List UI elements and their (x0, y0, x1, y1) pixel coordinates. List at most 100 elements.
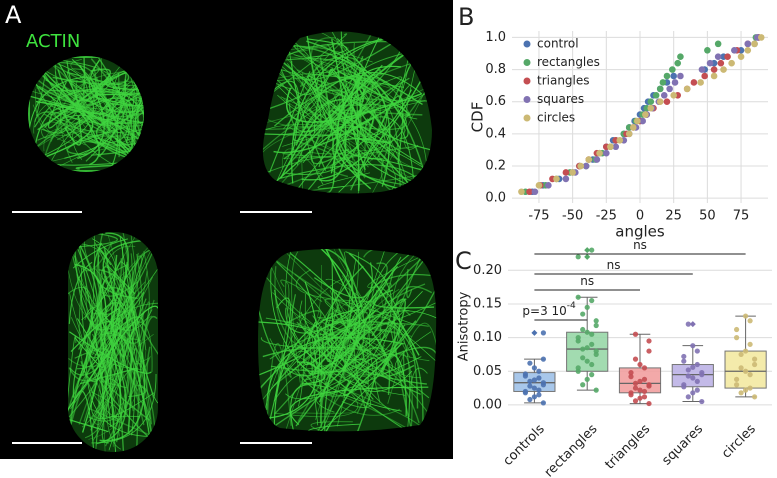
swarm-point (734, 376, 740, 382)
actin-fibre (266, 298, 373, 395)
swarm-point (637, 361, 643, 368)
swarm-point (531, 385, 538, 391)
actin-fibre (330, 106, 360, 191)
swarm-point (527, 360, 533, 366)
data-point (596, 149, 603, 157)
actin-fibre (290, 384, 328, 432)
actin-fibre (280, 113, 322, 179)
actin-fibre (100, 232, 131, 359)
actin-fibre (72, 82, 144, 160)
data-point (639, 117, 646, 125)
data-point (582, 162, 590, 170)
swarm-point (743, 348, 749, 354)
actin-fibre (335, 290, 430, 362)
swarm-point (522, 388, 529, 395)
swarm-point (593, 318, 599, 324)
actin-fibre (56, 117, 86, 146)
y-tick-label: 1.0 (485, 30, 506, 45)
swarm-point (540, 356, 547, 362)
annotation: ns (580, 274, 594, 288)
swarm-point (694, 387, 700, 393)
actin-fibre (286, 253, 373, 330)
x-tick-label: 75 (733, 209, 750, 224)
swarm-point (628, 370, 634, 376)
actin-fibre (89, 128, 144, 167)
actin-fibre (399, 60, 409, 100)
swarm-point (685, 394, 691, 400)
actin-fibre (68, 270, 153, 330)
actin-fibre (381, 298, 406, 353)
actin-fibre (69, 293, 104, 402)
actin-fibre (300, 311, 413, 392)
data-point (585, 156, 593, 163)
swarm-point (646, 338, 652, 344)
actin-fibre (310, 77, 360, 165)
swarm-point (641, 388, 648, 395)
data-point (577, 162, 585, 170)
actin-fibre (274, 266, 343, 357)
actin-fibre (282, 133, 404, 188)
swarm-point (646, 400, 652, 407)
actin-fibre (310, 98, 369, 168)
annotation: ns (633, 238, 647, 252)
actin-fibre (329, 289, 386, 358)
actin-fibre (101, 380, 127, 389)
actin-cells (28, 31, 437, 452)
actin-fibre (291, 37, 386, 184)
actin-fibre (133, 361, 155, 451)
actin-fibre (95, 341, 114, 447)
actin-fibre (353, 42, 429, 107)
actin-fibre (264, 281, 321, 419)
actin-fibre (339, 310, 410, 362)
actin-fibre (287, 126, 359, 157)
data-point (710, 72, 718, 80)
actin-fibre (324, 248, 361, 311)
swarm-point (738, 351, 744, 358)
actin-fibre (276, 98, 394, 181)
data-point (683, 85, 691, 93)
swarm-point (536, 387, 542, 393)
outlier (689, 321, 696, 328)
data-point (603, 149, 610, 157)
actin-fibre (313, 37, 389, 134)
panel-label: B (458, 3, 474, 31)
actin-fibre (270, 321, 365, 373)
data-point (690, 79, 698, 86)
actin-fibre (89, 303, 142, 370)
swarm-point (531, 377, 538, 383)
y-tick-label: 0.2 (485, 159, 506, 174)
actin-fibre (297, 45, 405, 94)
actin-fibre (371, 298, 406, 373)
actin-fibre (397, 84, 418, 120)
swarm-point (536, 375, 542, 381)
x-tick-label: triangles (602, 422, 653, 473)
actin-fibre (330, 49, 412, 113)
actin-fibre (78, 321, 155, 398)
swarm-point (690, 343, 696, 349)
swarm-point (540, 380, 547, 386)
actin-fibre (81, 302, 132, 432)
data-point (677, 53, 684, 61)
swarm-point (575, 335, 581, 341)
actin-fibre (381, 294, 416, 359)
actin-fibre (322, 296, 418, 335)
actin-fibre (52, 67, 130, 86)
actin-fibre (93, 258, 122, 315)
legend-marker (523, 77, 531, 85)
actin-fibre (266, 277, 378, 340)
swarm-point (747, 341, 753, 347)
actin-fibre (283, 326, 323, 432)
x-tick-label: -75 (528, 209, 549, 224)
legend-label: control (537, 37, 579, 51)
swarm-point (694, 348, 700, 354)
data-point (660, 91, 668, 99)
actin-fibre (98, 246, 112, 266)
actin-fibre (143, 250, 150, 327)
swarm-point (641, 394, 648, 400)
actin-fibre (110, 316, 145, 337)
y-axis-label: Anisotropy (457, 291, 472, 361)
swarm-point (685, 373, 691, 379)
swarm-point (575, 294, 581, 300)
data-point (607, 143, 614, 151)
